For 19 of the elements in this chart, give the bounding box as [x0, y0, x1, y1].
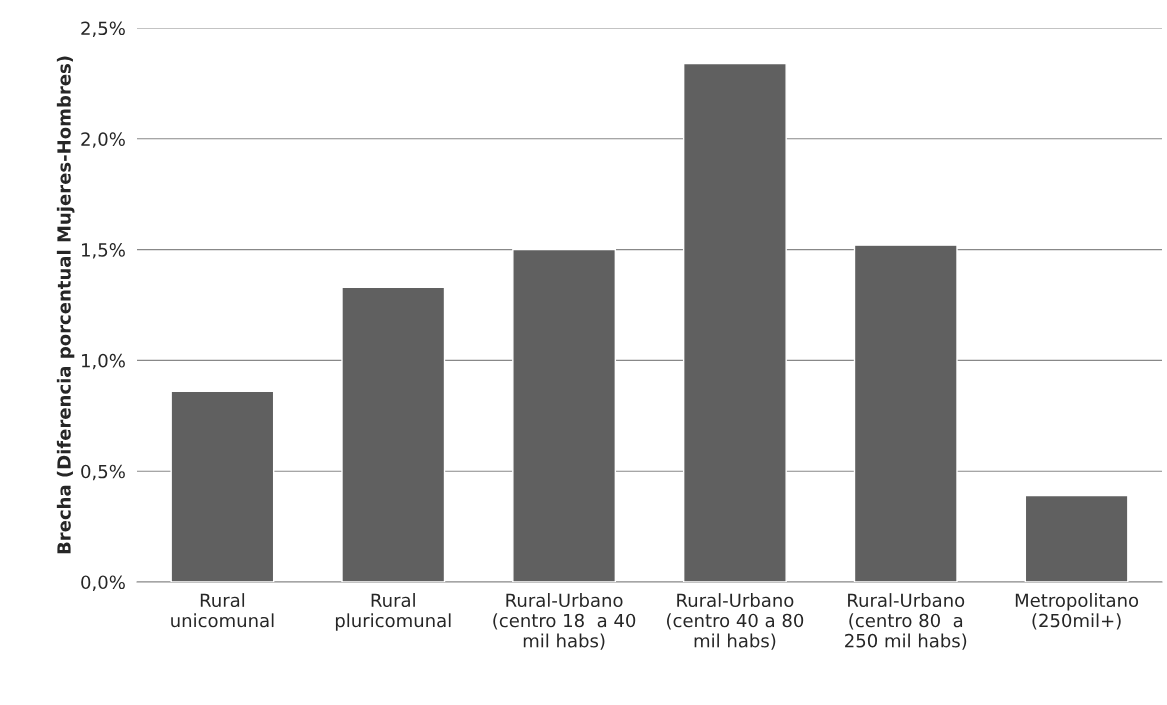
y-tick-label: 2,0% [81, 132, 125, 148]
x-tick-label: Rural pluricomunal [335, 593, 451, 631]
y-tick-label: 2,5% [81, 21, 125, 37]
bar [853, 244, 958, 582]
bar [512, 248, 617, 582]
x-tick-label: Rural-Urbano (centro 18 a 40 mil habs) [493, 593, 636, 650]
y-tick-label: 1,0% [82, 353, 125, 370]
x-tick-label: Rural unicomunal [171, 593, 274, 628]
y-tick-label: 1,5% [82, 243, 125, 259]
y-axis-title: Brecha (Diferencia porcentual Mujeres-Hombres) [56, 56, 75, 554]
y-tick-label: 0,5% [81, 464, 125, 481]
x-tick-label: Rural-Urbano (centro 40 a 80 mil habs) [667, 593, 804, 650]
bar [170, 390, 275, 582]
bar [341, 286, 446, 582]
x-tick-label: Rural-Urbano (centro 80 a 250 mil habs) [845, 593, 967, 650]
y-tick-label: 0,0% [81, 575, 125, 591]
x-tick-label: Metropolitano (250mil+) [1015, 593, 1139, 630]
bar [1024, 494, 1129, 582]
bar [682, 62, 787, 582]
